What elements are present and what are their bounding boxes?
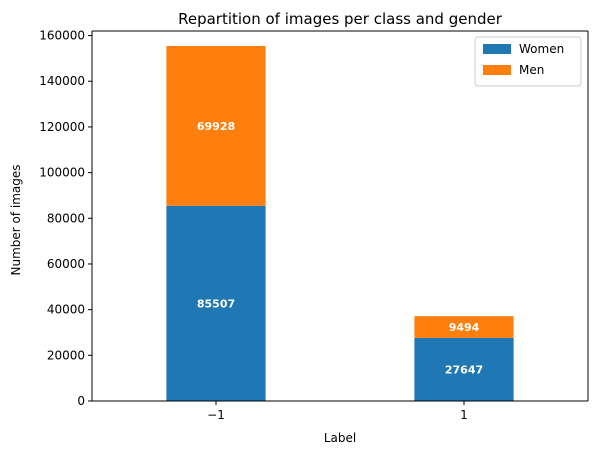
y-tick-label: 60000 (47, 257, 85, 271)
y-tick-label: 0 (77, 394, 85, 408)
legend-swatch-men (483, 65, 511, 75)
x-tick-label: 1 (460, 408, 468, 422)
legend-label-men: Men (519, 63, 544, 77)
x-tick-label: −1 (207, 408, 225, 422)
legend: Women Men (474, 36, 582, 87)
bar-men-1 (414, 316, 514, 338)
y-tick-label: 140000 (39, 74, 85, 88)
y-tick-label: 160000 (39, 29, 85, 43)
data-label: 85507 (197, 297, 235, 310)
data-label: 69928 (197, 120, 235, 133)
y-tick-label: 20000 (47, 348, 85, 362)
legend-label-women: Women (519, 42, 564, 56)
y-axis-label: Number of images (9, 164, 23, 275)
legend-swatch-women (483, 44, 511, 54)
y-tick-label: 40000 (47, 303, 85, 317)
bar-women-0 (166, 205, 266, 401)
y-tick-label: 100000 (39, 166, 85, 180)
chart-title: Repartition of images per class and gend… (178, 10, 503, 28)
data-label: 9494 (449, 321, 480, 334)
x-axis-label: Label (324, 431, 356, 445)
bar-women-1 (414, 337, 514, 401)
data-label: 27647 (445, 363, 483, 376)
bar-men-0 (166, 45, 266, 206)
y-tick-label: 80000 (47, 211, 85, 225)
plot-area: 85507 69928 27647 9494 0 20000 40000 60000 80000… (39, 29, 589, 422)
y-tick-label: 120000 (39, 120, 85, 134)
